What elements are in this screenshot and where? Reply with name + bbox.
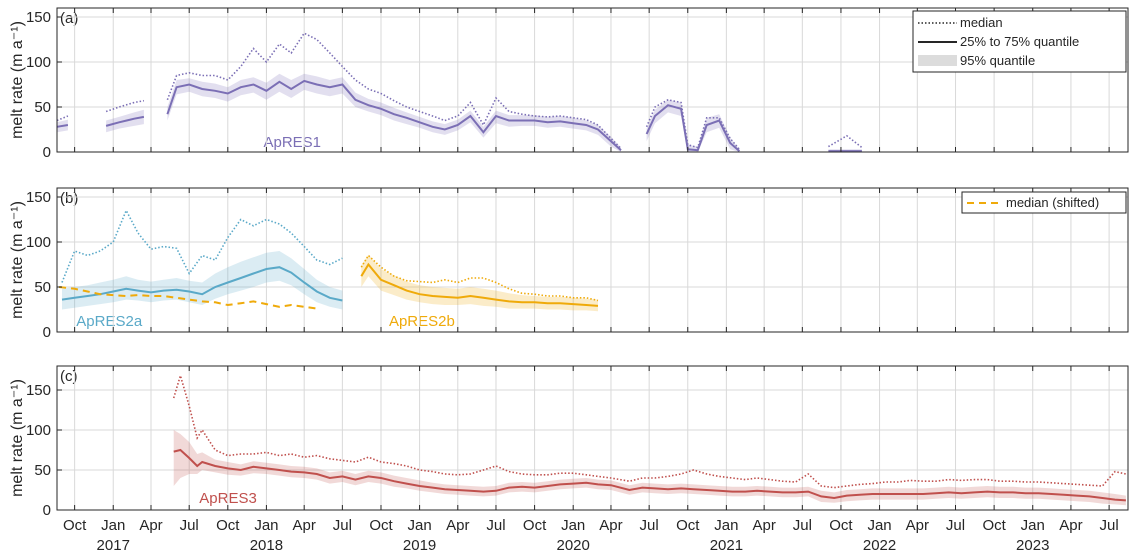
y-tick-label: 100 [26,54,51,71]
plot-frame [56,365,1129,511]
apres1-median-line [105,115,145,127]
x-tick-label: Jul [333,517,352,534]
apres1-median-line [166,79,622,151]
x-tick-label: Oct [369,517,393,534]
apres3-q95-line [172,372,1127,489]
y-axis-label-b: melt rate (m a⁻¹) [9,201,26,319]
x-tick-label: Apr [139,517,162,534]
x-tick-label: Jul [793,517,812,534]
y-tick-label: 50 [34,99,51,116]
x-tick-label: Apr [906,517,929,534]
y-axis-label-a: melt rate (m a⁻¹) [9,21,26,139]
annotation-apres2a: ApRES2a [76,313,143,330]
y-tick-label: 100 [26,234,51,251]
x-tick-label: Oct [216,517,240,534]
x-year-label: 2018 [250,537,283,554]
apres3-iqr-band [173,430,1126,506]
apres1-q95-line [166,32,622,149]
x-year-label: 2017 [97,537,130,554]
apres2b-iqr-band [361,254,598,312]
panel-b: (b) melt rate (m a⁻¹) ApRES2a ApRES2b 0 5… [9,187,1129,341]
apres1-iqr-band [646,99,740,152]
apres1-q95-line [827,134,863,149]
legend-panel-b: median (shifted) [961,191,1127,214]
x-tick-label: Apr [1059,517,1082,534]
x-tick-label: Jan [1021,517,1045,534]
x-year-label: 2020 [557,537,590,554]
apres1-q95-line [56,115,69,122]
x-tick-label: Oct [523,517,547,534]
x-year-label: 2022 [863,537,896,554]
x-tick-label: Oct [63,517,87,534]
x-year-label: 2019 [403,537,436,554]
y-tick-label: 50 [34,279,51,296]
panel-label-c: (c) [60,368,78,385]
apres1-median-line [56,124,69,128]
legend-label-iqr: 25% to 75% quantile [960,34,1079,49]
annotation-apres2b: ApRES2b [389,313,455,330]
x-tick-label: Oct [982,517,1006,534]
y-tick-label: 0 [43,324,51,341]
legend-label-95-quantile: 95% quantile [960,53,1035,68]
legend-swatch-band [918,55,957,66]
x-tick-label: Jan [714,517,738,534]
x-year-label: 2021 [710,537,743,554]
x-tick-label: Jan [867,517,891,534]
x-tick-label: Apr [293,517,316,534]
x-tick-label: Oct [829,517,853,534]
apres1-q95-line [645,98,741,150]
apres1-q95-line [105,99,145,113]
x-tick-label: Jan [408,517,432,534]
panel-label-a: (a) [60,10,78,27]
x-tick-label: Apr [599,517,622,534]
legend-panel-a: median 25% to 75% quantile 95% quantile [912,10,1127,73]
x-tick-label: Jan [254,517,278,534]
panel-label-b: (b) [60,190,78,207]
y-tick-label: 50 [34,462,51,479]
x-tick-label: Apr [752,517,775,534]
x-tick-label: Jan [561,517,585,534]
median-shifted--line [58,286,317,310]
plot-frame [56,7,1129,153]
legend-label-median-shifted: median (shifted) [1006,195,1099,210]
plot-frame [56,187,1129,333]
apres2b-median-line [360,262,599,307]
legend-box-b [961,191,1127,214]
x-year-label: 2023 [1016,537,1049,554]
x-tick-label: Jul [1100,517,1119,534]
x-tick-label: Jul [946,517,965,534]
y-tick-label: 150 [26,189,51,206]
y-tick-label: 0 [43,502,51,519]
y-axis-label-c: melt rate (m a⁻¹) [9,379,26,497]
y-tick-label: 150 [26,9,51,26]
y-tick-label: 100 [26,422,51,439]
apres2a-median-line [61,266,343,302]
x-tick-label: Apr [446,517,469,534]
y-tick-label: 0 [43,144,51,161]
x-tick-label: Oct [676,517,700,534]
x-tick-label: Jul [180,517,199,534]
y-tick-label: 150 [26,382,51,399]
x-tick-label: Jul [486,517,505,534]
x-tick-label: Jan [101,517,125,534]
x-axis: Oct Jan Apr Jul Oct Jan Apr Jul Oct Jan Apr Jul Oct J… [63,517,1119,554]
apres1-iqr-band [167,73,621,152]
legend-label-median: median [960,15,1003,30]
annotation-apres1: ApRES1 [263,134,321,151]
apres3-median-line [173,448,1126,502]
apres1-median-line [645,104,741,152]
x-tick-label: Jul [640,517,659,534]
